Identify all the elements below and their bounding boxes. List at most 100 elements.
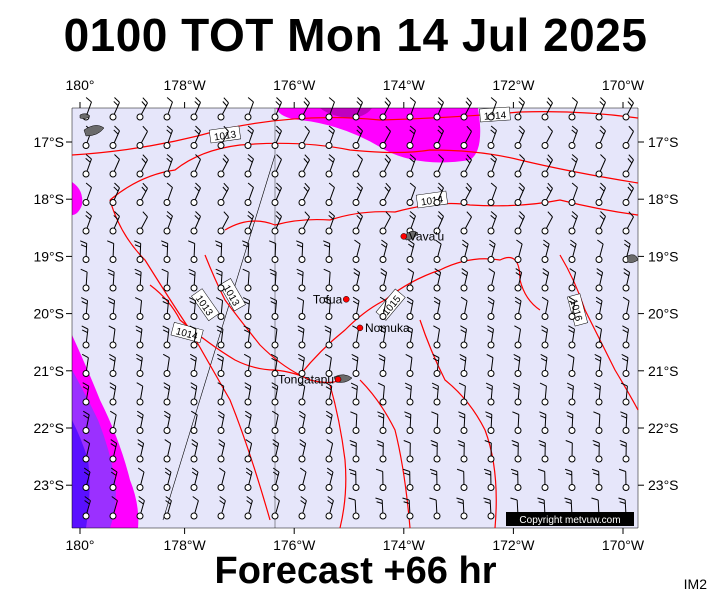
- wind-barb: [109, 211, 120, 235]
- image-tag: IM2: [683, 576, 707, 592]
- wind-barb: [136, 154, 148, 178]
- wind-barb: [568, 211, 578, 235]
- wind-barb: [622, 125, 634, 149]
- wind-barb: [352, 268, 361, 292]
- lon-tick-label: 178°W: [164, 537, 207, 553]
- wind-barb: [217, 410, 225, 434]
- wind-barb: [325, 211, 335, 235]
- wind-barb: [217, 125, 229, 149]
- wind-barb: [514, 211, 525, 235]
- wind-barb: [460, 154, 472, 178]
- wind-barbs: [80, 97, 634, 520]
- wind-barb: [377, 411, 387, 434]
- wind-barb: [379, 182, 391, 206]
- longitude-labels-bottom: 180° 178°W 176°W 174°W 172°W 170°W: [66, 528, 645, 553]
- wind-barb: [325, 467, 334, 491]
- wind-barb: [484, 440, 495, 463]
- wind-barb: [540, 353, 549, 377]
- wind-barb: [349, 440, 360, 463]
- wind-barb: [242, 240, 252, 263]
- copyright-box: [506, 512, 634, 526]
- wind-barb: [510, 468, 522, 491]
- wind-barb: [406, 182, 416, 206]
- wind-barb: [298, 97, 310, 121]
- wind-barb: [136, 97, 148, 121]
- wind-barb: [433, 268, 442, 292]
- wind-barb: [379, 239, 388, 263]
- place-label: Tofua: [313, 292, 343, 306]
- place-marker: [334, 376, 342, 383]
- wind-barb: [433, 211, 444, 235]
- wind-barb: [622, 268, 631, 292]
- wind-barb: [431, 411, 441, 434]
- longitude-labels-top: 180° 178°W 176°W 174°W 172°W 170°W: [66, 77, 645, 108]
- wind-barb: [433, 239, 442, 263]
- wind-barb: [163, 211, 173, 235]
- wind-barb: [134, 240, 144, 263]
- wind-barb: [514, 154, 525, 178]
- lat-tick-label: 20°S: [648, 306, 679, 322]
- wind-shade-west-small: [72, 182, 83, 215]
- wind-barb: [296, 268, 306, 292]
- wind-barb: [271, 97, 282, 121]
- wind-barb: [215, 268, 225, 292]
- wind-barb: [487, 239, 496, 263]
- wind-barb: [82, 211, 92, 235]
- latitude-labels-right: 17°S 18°S 19°S 20°S 21°S 22°S 23°S: [638, 134, 679, 493]
- wind-barb: [352, 211, 363, 235]
- wind-barb: [460, 296, 468, 320]
- wind-barb: [460, 125, 472, 149]
- place-marker: [356, 324, 364, 332]
- wind-barb: [324, 325, 333, 349]
- place-label: Vava'u: [409, 229, 444, 243]
- wind-barb: [271, 467, 280, 491]
- wind-barb: [109, 125, 120, 149]
- wind-barb: [458, 382, 468, 406]
- wind-barb: [512, 411, 522, 434]
- wind-barb: [486, 353, 495, 377]
- wind-barb: [595, 296, 603, 320]
- wind-barb: [325, 154, 335, 178]
- place-marker: [343, 296, 350, 303]
- wind-barb: [485, 382, 495, 406]
- wind-barb: [460, 268, 469, 292]
- lon-tick-label: 170°W: [602, 77, 645, 93]
- wind-barb: [622, 154, 634, 178]
- wind-barb: [595, 182, 606, 206]
- wind-barb: [514, 125, 525, 149]
- wind-barb: [406, 211, 416, 235]
- wind-barb: [298, 182, 310, 206]
- wind-barb: [593, 411, 603, 434]
- wind-barb: [270, 297, 279, 320]
- wind-barb: [163, 125, 173, 149]
- wind-barb: [433, 182, 444, 206]
- wind-barb: [352, 325, 360, 349]
- wind-barb: [190, 382, 198, 406]
- wind-barb: [566, 382, 576, 406]
- wind-barb: [298, 410, 306, 434]
- wind-barb: [136, 410, 144, 434]
- wind-barb: [296, 240, 306, 263]
- wind-barb: [404, 382, 414, 406]
- place-label: Nomuka: [365, 321, 410, 335]
- lat-tick-label: 18°S: [33, 191, 64, 207]
- wind-barb: [271, 154, 282, 178]
- wind-barb: [243, 325, 252, 349]
- lon-tick-label: 172°W: [492, 77, 535, 93]
- wind-barb: [244, 125, 254, 149]
- lon-tick-label: 174°W: [383, 77, 426, 93]
- wind-barb: [541, 296, 549, 320]
- wind-barb: [487, 97, 497, 121]
- wind-barb: [81, 325, 90, 349]
- wind-barb: [135, 353, 144, 377]
- wind-barb: [217, 382, 225, 406]
- wind-barb: [406, 154, 416, 178]
- wind-barb: [622, 182, 634, 206]
- wind-barb: [621, 353, 630, 377]
- wind-barb: [460, 182, 472, 206]
- wind-barb: [487, 154, 497, 178]
- wind-barb: [109, 496, 118, 520]
- wind-barb: [298, 382, 306, 406]
- wind-barb: [379, 97, 391, 121]
- wind-barb: [109, 439, 118, 463]
